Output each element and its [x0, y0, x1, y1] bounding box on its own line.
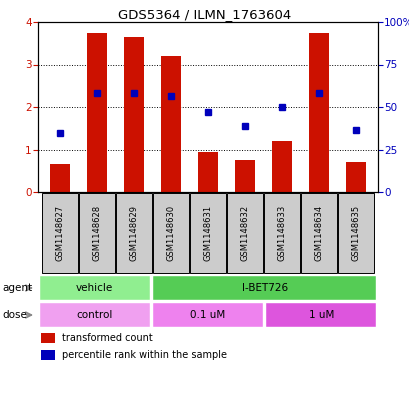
Text: GDS5364 / ILMN_1763604: GDS5364 / ILMN_1763604 [118, 8, 291, 21]
Bar [234, 160, 254, 192]
Text: dose: dose [2, 310, 27, 320]
Bar [227, 193, 262, 273]
Bar [337, 193, 373, 273]
Text: agent: agent [2, 283, 32, 293]
Bar [50, 164, 70, 192]
Bar [39, 276, 149, 300]
Bar [300, 193, 336, 273]
Bar [41, 350, 55, 360]
Bar [79, 193, 115, 273]
Text: percentile rank within the sample: percentile rank within the sample [62, 350, 226, 360]
Text: 0.1 uM: 0.1 uM [190, 310, 225, 320]
Bar [190, 193, 225, 273]
Bar [153, 303, 263, 327]
Text: GSM1148634: GSM1148634 [314, 205, 323, 261]
Bar [153, 276, 375, 300]
Text: GSM1148631: GSM1148631 [203, 205, 212, 261]
Text: GSM1148629: GSM1148629 [129, 205, 138, 261]
Bar [263, 193, 299, 273]
Bar [160, 56, 181, 192]
Bar [124, 37, 144, 192]
Bar [345, 162, 365, 192]
Text: 1 uM: 1 uM [308, 310, 333, 320]
Text: vehicle: vehicle [76, 283, 113, 293]
Text: transformed count: transformed count [62, 333, 152, 343]
Text: GSM1148627: GSM1148627 [56, 205, 65, 261]
Bar [265, 303, 375, 327]
Text: control: control [76, 310, 112, 320]
Text: GSM1148633: GSM1148633 [277, 205, 286, 261]
Bar [41, 332, 55, 343]
Text: GSM1148628: GSM1148628 [92, 205, 101, 261]
Bar [308, 33, 328, 192]
Bar [116, 193, 151, 273]
Text: I-BET726: I-BET726 [241, 283, 287, 293]
Text: GSM1148630: GSM1148630 [166, 205, 175, 261]
Text: GSM1148632: GSM1148632 [240, 205, 249, 261]
Bar [87, 33, 107, 192]
Bar [198, 152, 218, 192]
Bar [271, 141, 291, 192]
Text: GSM1148635: GSM1148635 [351, 205, 360, 261]
Bar [42, 193, 78, 273]
Bar [39, 303, 149, 327]
Bar [153, 193, 188, 273]
